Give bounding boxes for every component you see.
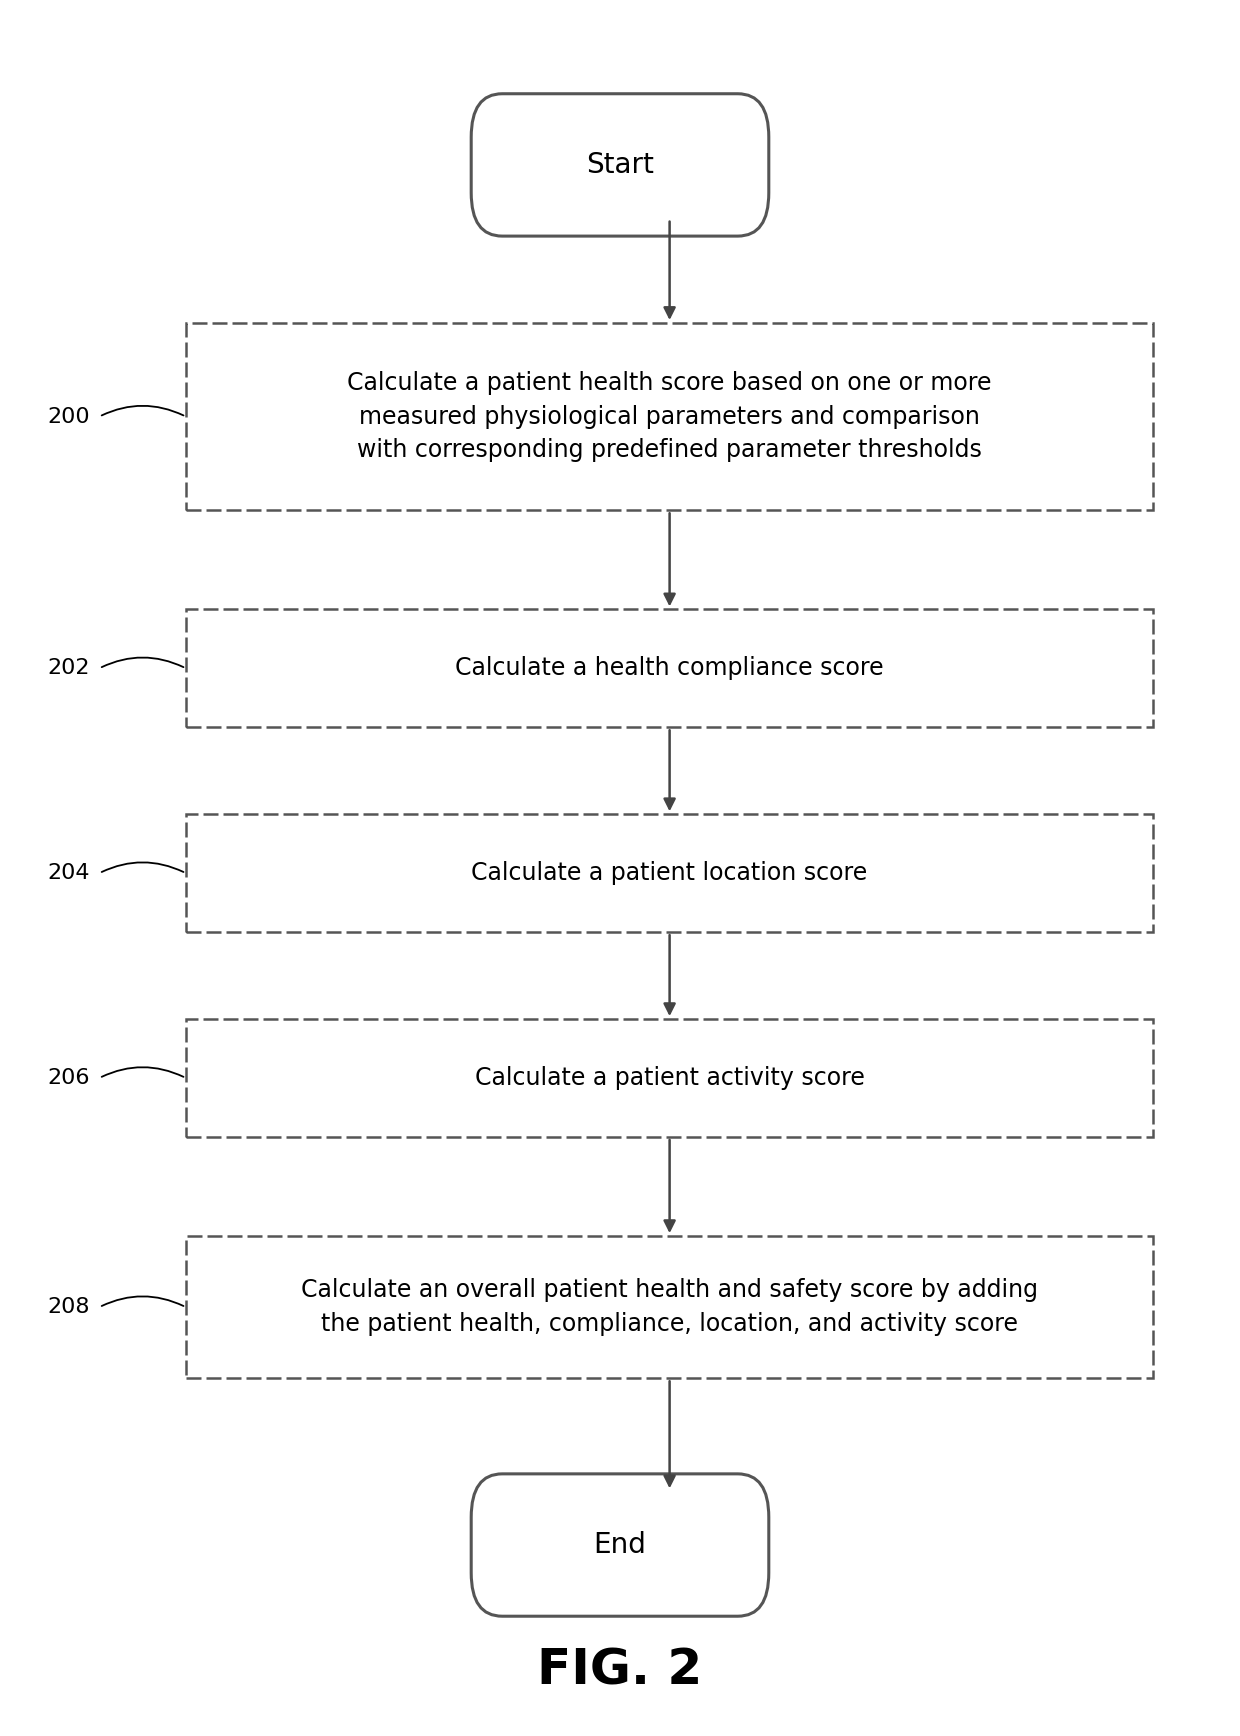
Text: 208: 208 <box>47 1297 89 1318</box>
FancyBboxPatch shape <box>186 1236 1153 1378</box>
Text: Calculate a health compliance score: Calculate a health compliance score <box>455 656 884 681</box>
Text: Start: Start <box>587 151 653 179</box>
FancyBboxPatch shape <box>186 609 1153 727</box>
FancyBboxPatch shape <box>186 1019 1153 1137</box>
Text: 204: 204 <box>47 863 89 884</box>
Text: Calculate a patient activity score: Calculate a patient activity score <box>475 1066 864 1090</box>
Text: Calculate a patient location score: Calculate a patient location score <box>471 861 868 885</box>
Text: 206: 206 <box>47 1068 89 1088</box>
Text: FIG. 2: FIG. 2 <box>537 1646 703 1694</box>
FancyBboxPatch shape <box>186 814 1153 932</box>
Text: Calculate a patient health score based on one or more
measured physiological par: Calculate a patient health score based o… <box>347 372 992 462</box>
Text: End: End <box>594 1531 646 1559</box>
Text: Calculate an overall patient health and safety score by adding
the patient healt: Calculate an overall patient health and … <box>301 1278 1038 1337</box>
FancyBboxPatch shape <box>186 323 1153 510</box>
FancyBboxPatch shape <box>471 1474 769 1616</box>
Text: 202: 202 <box>47 658 89 679</box>
FancyBboxPatch shape <box>471 94 769 236</box>
Text: 200: 200 <box>47 406 89 427</box>
